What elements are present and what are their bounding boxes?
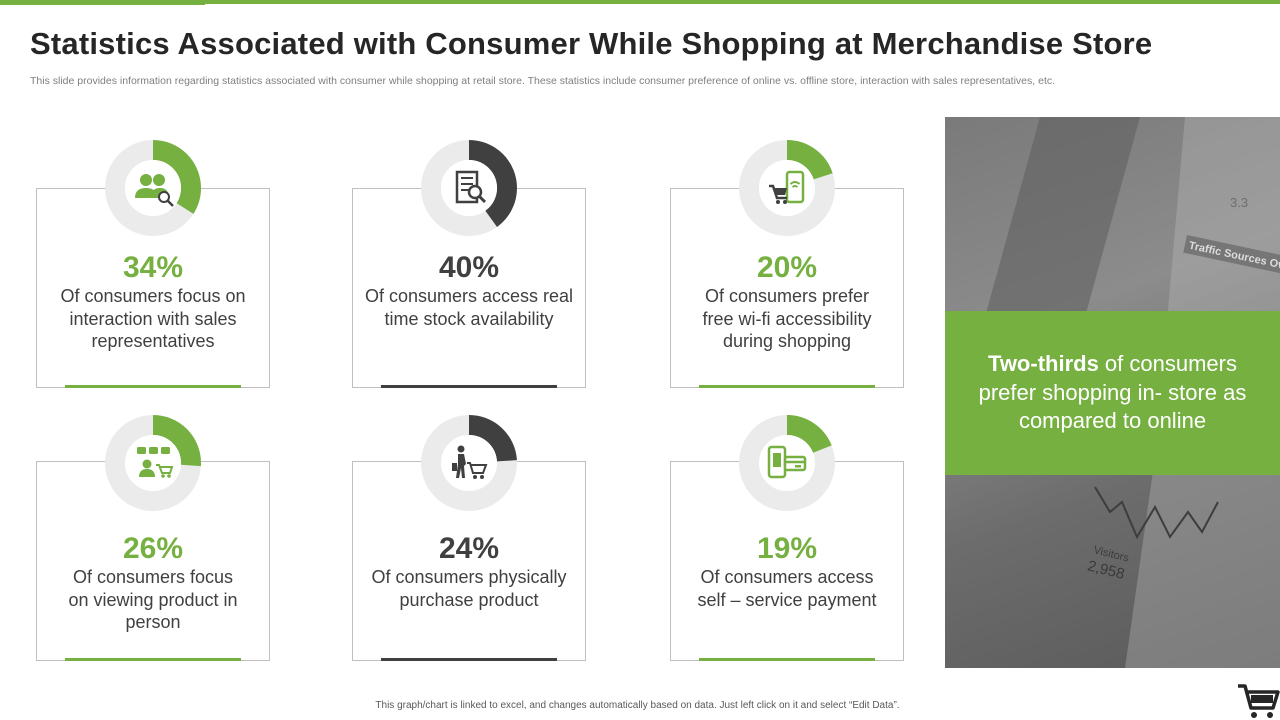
stat-description: Of consumers prefer free wi-fi accessibi… <box>702 286 872 351</box>
stat-value: 26% <box>122 532 184 565</box>
highlight-bold: Two-thirds <box>988 351 1099 377</box>
stat-card-interaction: 34% Of consumers focus on interaction wi… <box>36 188 270 388</box>
consumers-search-icon <box>129 164 177 212</box>
stat-donut <box>421 140 517 236</box>
top-accent-line-thick <box>0 0 205 5</box>
donut-arc <box>739 415 835 511</box>
highlight-band: Two-thirds of consumers prefer shopping … <box>945 311 1280 475</box>
page-subtitle: This slide provides information regardin… <box>30 75 1056 87</box>
donut-arc <box>421 140 517 236</box>
stat-donut <box>105 140 201 236</box>
page-title: Statistics Associated with Consumer Whil… <box>30 26 1153 61</box>
highlight-text: Two-thirds of consumers prefer shopping … <box>963 350 1263 436</box>
donut-arc <box>739 140 835 236</box>
highlight-rest: of consumers prefer shopping in- store a… <box>978 351 1247 434</box>
card-accent-bar <box>699 658 875 661</box>
stat-value: 24% <box>438 532 500 565</box>
wifi-shopping-icon <box>763 164 811 212</box>
footer-note: This graph/chart is linked to excel, and… <box>375 700 900 711</box>
stat-donut <box>739 140 835 236</box>
shopper-cart-icon <box>445 439 493 487</box>
donut-arc <box>105 140 201 236</box>
card-accent-bar <box>381 385 557 388</box>
card-accent-bar <box>381 658 557 661</box>
stat-donut <box>105 415 201 511</box>
shopping-cart-icon <box>1236 680 1280 720</box>
top-accent-line <box>0 0 1280 4</box>
card-accent-bar <box>699 385 875 388</box>
photo-panel: 3.3 Traffic Sources Ove Visitors 2,958 T… <box>945 117 1280 668</box>
card-accent-bar <box>65 658 241 661</box>
donut-arc <box>105 415 201 511</box>
stock-search-icon <box>445 164 493 212</box>
stat-value: 20% <box>756 251 818 284</box>
card-accent-bar <box>65 385 241 388</box>
stat-value: 34% <box>122 251 184 284</box>
stat-value: 40% <box>438 251 500 284</box>
stat-description: Of consumers access self – service payme… <box>697 567 877 610</box>
stat-description: Of consumers access real time stock avai… <box>364 286 574 329</box>
mobile-payment-icon <box>763 439 811 487</box>
stat-donut <box>421 415 517 511</box>
viewing-product-icon <box>129 439 177 487</box>
donut-arc <box>421 415 517 511</box>
photo-number: 3.3 <box>1230 195 1248 210</box>
stat-description: Of consumers focus on viewing product in… <box>68 567 238 632</box>
stat-description: Of consumers focus on interaction with s… <box>60 286 246 351</box>
stat-donut <box>739 415 835 511</box>
stat-description: Of consumers physically purchase product <box>371 567 567 610</box>
stat-value: 19% <box>756 532 818 565</box>
